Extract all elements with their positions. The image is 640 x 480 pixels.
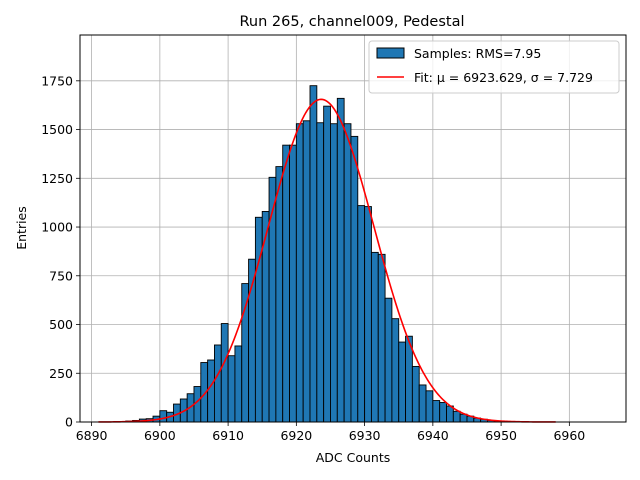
histogram-bar	[391, 318, 400, 423]
histogram-bar	[425, 390, 434, 423]
x-tick-label-1: 6900	[144, 428, 176, 443]
y-tick-label-3: 750	[49, 268, 73, 283]
x-tick-label-2: 6910	[212, 428, 244, 443]
histogram-bar	[343, 123, 352, 423]
histogram-bar	[316, 122, 325, 423]
histogram-bar	[446, 405, 454, 423]
plot-axes: 6890 6900 6910 6920 6930 6940 6950 6960 0 250 500…	[41, 34, 627, 443]
histogram-bar	[411, 365, 420, 423]
histogram-bar	[452, 410, 461, 423]
x-axis-label: ADC Counts	[316, 450, 391, 465]
histogram-bar	[214, 344, 222, 423]
histogram-bar	[220, 323, 229, 423]
histogram-bar	[295, 123, 304, 423]
plot-frame	[79, 34, 627, 423]
x-tick-label-5: 6940	[417, 428, 449, 443]
histogram-bar	[282, 144, 290, 423]
histogram-bar	[432, 400, 441, 423]
histogram-bar	[398, 341, 407, 423]
histogram-bar	[234, 345, 243, 423]
histogram-bar	[384, 297, 393, 423]
x-tick-label-3: 6920	[280, 428, 312, 443]
legend-histogram-label: Samples: RMS=7.95	[414, 46, 541, 61]
histogram-bar	[227, 355, 236, 423]
y-tick-label-4: 1000	[41, 220, 73, 235]
y-tick-label-0: 0	[65, 415, 73, 430]
legend: Samples: RMS=7.95 Fit: μ = 6923.629, σ =…	[368, 40, 620, 94]
legend-fit-label: Fit: μ = 6923.629, σ = 7.729	[414, 70, 593, 85]
histogram-bar	[275, 166, 284, 423]
histogram-bar	[323, 105, 331, 423]
histogram-bar	[370, 251, 379, 423]
histogram-bar	[207, 359, 215, 423]
y-axis-ticks: 0 250 500 750 1000 1250 1500 1750	[41, 73, 80, 430]
histogram-bar	[289, 144, 297, 423]
histogram-bar	[330, 123, 338, 423]
x-tick-label-7: 6960	[553, 428, 585, 443]
y-tick-label-5: 1250	[41, 171, 73, 186]
histogram-bar	[254, 216, 263, 423]
gaussian-fit-curve	[98, 98, 556, 423]
histogram-bars	[125, 85, 502, 423]
y-tick-label-7: 1750	[41, 73, 73, 88]
histogram-bar	[364, 206, 372, 423]
y-axis-label: Entries	[14, 206, 29, 250]
histogram-bar	[241, 283, 250, 423]
histogram-bar	[302, 120, 311, 423]
histogram-bar	[439, 402, 447, 423]
legend-box	[368, 40, 620, 94]
histogram-bar	[418, 384, 427, 423]
x-axis-ticks: 6890 6900 6910 6920 6930 6940 6950 6960	[76, 422, 585, 443]
chart-title: Run 265, channel009, Pedestal	[239, 14, 464, 30]
histogram-bar	[309, 85, 318, 423]
y-tick-label-6: 1500	[41, 122, 73, 137]
y-tick-label-2: 500	[49, 317, 73, 332]
histogram-bar	[377, 253, 386, 423]
x-tick-label-0: 6890	[76, 428, 108, 443]
histogram-bar	[159, 410, 168, 423]
x-tick-label-6: 6950	[485, 428, 517, 443]
histogram-bar	[350, 135, 359, 423]
legend-histogram-swatch	[376, 47, 405, 59]
y-tick-label-1: 250	[49, 366, 73, 381]
histogram-bar	[336, 97, 345, 423]
x-tick-label-4: 6930	[349, 428, 381, 443]
histogram-bar	[357, 205, 366, 423]
